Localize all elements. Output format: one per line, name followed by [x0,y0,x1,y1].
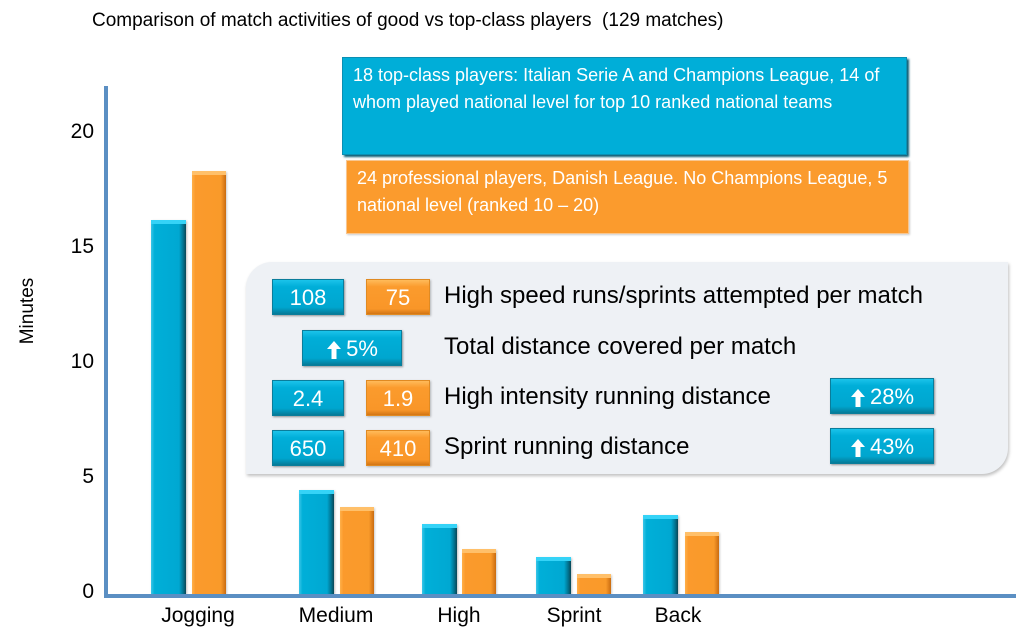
change-value: 43% [869,434,915,459]
change-value: 28% [869,384,915,409]
x-tick-sprint: Sprint [546,604,602,627]
stat-sprint-distance-change: 43% [830,428,934,464]
legend-professional: 24 professional players, Danish League. … [346,160,909,234]
change-value: 5% [346,336,378,361]
stat-top-class-runs: 108 [272,279,344,315]
x-tick-back: Back [654,604,702,627]
stat-professional-sprint-distance: 410 [366,430,430,466]
chart-title: Comparison of match activities of good v… [92,10,724,31]
up-arrow-icon [850,439,865,458]
stat-label-runs: High speed runs/sprints attempted per ma… [444,282,923,309]
stat-label-total-distance: Total distance covered per match [444,333,797,360]
y-tick-0: 0 [82,580,94,603]
legend-top-class: 18 top-class players: Italian Serie A an… [342,57,907,155]
bar-jogging-top-class [151,220,186,594]
x-tick-high: High [437,604,481,627]
x-axis-line [104,594,1016,598]
bar-high-professional [462,549,496,594]
stat-top-class-sprint-distance: 650 [272,430,344,466]
stat-hi-distance-change: 28% [830,378,934,414]
y-tick-5: 5 [82,465,94,488]
bar-medium-top-class [299,490,334,594]
up-arrow-icon [850,389,865,408]
stat-total-distance-change: 5% [302,330,402,366]
bar-sprint-top-class [536,557,571,594]
x-tick-jogging: Jogging [161,604,235,627]
up-arrow-icon [327,341,342,360]
bar-back-professional [685,532,719,594]
stat-label-hi-distance: High intensity running distance [444,383,771,410]
x-tick-medium: Medium [298,604,374,627]
bar-back-top-class [643,515,678,594]
stat-top-class-hi-distance: 2.4 [272,380,344,416]
bar-sprint-professional [577,574,611,594]
y-tick-20: 20 [70,120,94,143]
stat-label-sprint-distance: Sprint running distance [444,433,690,460]
bar-medium-professional [340,507,374,594]
y-tick-15: 15 [70,235,94,258]
y-tick-10: 10 [70,350,94,373]
bar-jogging-professional [192,171,226,594]
y-axis-line [104,86,108,597]
stat-professional-runs: 75 [366,279,430,315]
y-axis-label: Minutes [17,277,38,345]
bar-high-top-class [422,524,457,594]
stat-professional-hi-distance: 1.9 [366,380,430,416]
